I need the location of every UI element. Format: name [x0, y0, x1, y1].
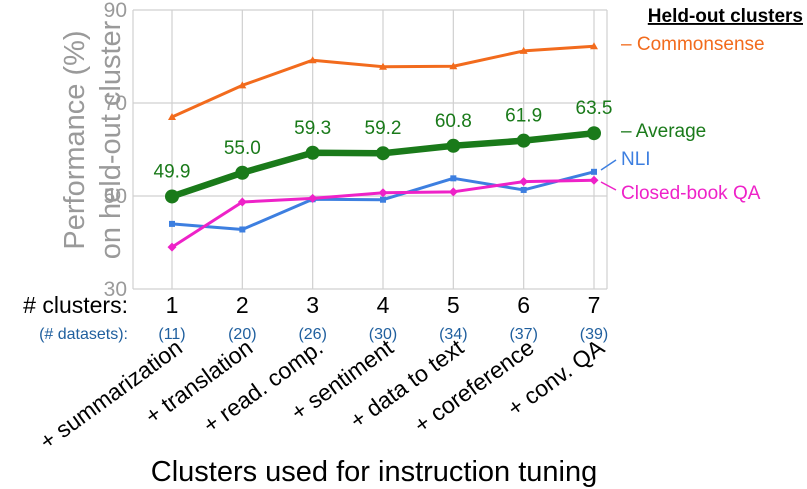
average-data-label: 49.9: [154, 161, 191, 182]
category-label: + coreference: [409, 334, 539, 438]
data-point-nli: [380, 196, 386, 203]
data-point-commonsense: [449, 62, 458, 70]
average-data-label: 60.8: [435, 111, 472, 132]
data-point-closed-book-qa: [448, 187, 458, 197]
data-point-closed-book-qa: [589, 175, 599, 185]
data-point-average: [376, 146, 390, 161]
average-data-label: 63.5: [576, 98, 613, 119]
grid: [132, 9, 608, 290]
dataset-count-label: (30): [369, 326, 397, 343]
datasets-label: (# datasets):: [39, 326, 128, 343]
data-point-nli: [591, 168, 597, 175]
y-tick-label: 30: [104, 278, 127, 301]
x-tick-label: 5: [447, 292, 460, 318]
x-axis-label: Clusters used for instruction tuning: [151, 456, 598, 488]
data-point-average: [587, 126, 601, 141]
data-point-nli: [239, 226, 246, 233]
x-tick-label: 6: [517, 292, 530, 318]
legend-label-closed-book-qa: Closed-book QA: [621, 183, 761, 204]
y-tick-label: 90: [104, 0, 127, 22]
average-data-label: 59.2: [365, 118, 402, 139]
legend-label-commonsense: – Commonsense: [621, 34, 765, 55]
legend-connector-nli: [600, 159, 617, 171]
legend-connector-closed-book-qa: [600, 181, 617, 191]
data-point-closed-book-qa: [237, 197, 247, 207]
data-point-average: [446, 138, 461, 153]
x-tick-label: 3: [306, 292, 319, 318]
clusters-label: # clusters:: [23, 292, 128, 318]
data-point-commonsense: [590, 42, 598, 50]
data-point-nli: [520, 186, 527, 193]
dataset-count-label: (37): [509, 326, 537, 343]
data-point-average: [305, 145, 320, 160]
dataset-count-label: (39): [580, 326, 608, 343]
data-point-average: [165, 189, 179, 204]
data-point-average: [516, 133, 531, 148]
y-axis: 30 50 70 90: [104, 0, 127, 301]
dataset-count-label: (20): [228, 326, 256, 343]
average-data-label: 59.3: [294, 118, 331, 139]
dataset-count-label: (11): [158, 326, 185, 343]
series-layer: [165, 42, 601, 252]
legend-title: Held-out clusters: [648, 6, 803, 27]
data-point-closed-book-qa: [378, 188, 388, 198]
data-point-closed-book-qa: [308, 193, 318, 203]
data-point-closed-book-qa: [519, 177, 529, 187]
x-tick-label: 1: [166, 292, 179, 318]
y-axis-label-line1: Performance (%): [59, 30, 91, 249]
x-tick-label: 4: [377, 292, 390, 318]
x-tick-label: 7: [588, 292, 601, 318]
data-point-average: [235, 165, 250, 180]
data-point-commonsense: [379, 62, 387, 70]
data-point-nli: [450, 175, 457, 182]
dataset-count-label: (26): [298, 326, 326, 343]
legend-label-average: – Average: [621, 121, 706, 142]
y-axis-label-line2: on held-out cluster: [95, 20, 127, 259]
y-tick-label: 70: [104, 92, 127, 115]
data-point-commonsense: [238, 81, 247, 89]
average-data-label: 55.0: [224, 138, 261, 159]
x-tick-label: 2: [236, 292, 249, 318]
data-point-commonsense: [519, 46, 528, 54]
dataset-count-label: (34): [439, 326, 467, 343]
y-tick-label: 50: [104, 185, 127, 208]
data-point-commonsense: [308, 56, 317, 64]
legend-label-nli: NLI: [621, 149, 651, 170]
category-label: + read. comp.: [198, 334, 328, 438]
average-data-label: 61.9: [505, 106, 542, 127]
data-point-commonsense: [168, 112, 176, 120]
data-point-closed-book-qa: [167, 242, 177, 252]
data-point-nli: [169, 220, 175, 227]
